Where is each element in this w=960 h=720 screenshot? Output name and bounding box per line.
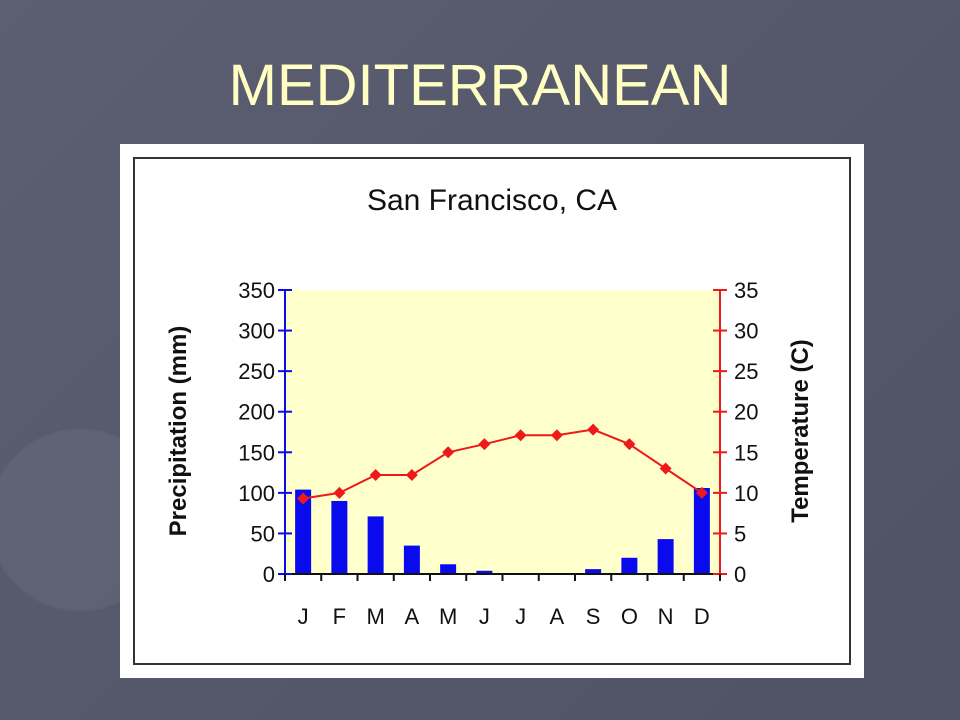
left-tick-label: 200	[238, 400, 275, 425]
temperature-point	[695, 486, 708, 499]
x-tick-label: O	[621, 604, 638, 629]
x-tick-label: M	[366, 604, 384, 629]
x-tick-label: N	[658, 604, 674, 629]
precipitation-bar	[440, 564, 457, 574]
plot-area	[285, 290, 720, 574]
precipitation-bar	[657, 539, 674, 574]
chart-title: San Francisco, CA	[367, 184, 617, 217]
temperature-line	[302, 428, 703, 500]
x-tick-label: S	[586, 604, 601, 629]
left-tick-label: 250	[238, 359, 275, 384]
chart-svg: San Francisco, CA 050100150200250300350 …	[133, 157, 851, 665]
y-axis-title: Precipitation (mm)	[165, 326, 192, 537]
left-tick-labels: 0 50 100 150 200 250 300 350	[238, 278, 275, 587]
right-tick-label: 35	[734, 278, 758, 303]
precipitation-bar	[476, 570, 493, 574]
precipitation-bar	[367, 516, 384, 574]
temperature-point	[514, 429, 527, 442]
temperature-point	[442, 446, 455, 459]
precipitation-bar	[693, 487, 710, 574]
right-tick-label: 30	[734, 319, 758, 344]
x-tick-label: M	[439, 604, 457, 629]
temperature-point	[587, 423, 600, 436]
x-tick-label: J	[298, 604, 309, 629]
temperature-point	[478, 438, 491, 451]
x-tick-label: J	[515, 604, 526, 629]
left-tick-label: 300	[238, 319, 275, 344]
left-tick-label: 100	[238, 481, 275, 506]
x-tick-label: F	[333, 604, 346, 629]
left-tick-label: 0	[263, 562, 275, 587]
right-tick-label: 25	[734, 359, 758, 384]
right-tick-label: 5	[734, 521, 746, 546]
precipitation-bars	[295, 487, 710, 574]
chart-axes	[278, 289, 727, 581]
temperature-point	[369, 469, 382, 482]
temperature-point	[623, 438, 636, 451]
x-tick-label: J	[479, 604, 490, 629]
precipitation-bar	[295, 489, 312, 574]
precipitation-bar	[621, 557, 638, 574]
temperature-point	[659, 462, 672, 475]
left-tick-label: 150	[238, 440, 275, 465]
right-tick-label: 15	[734, 440, 758, 465]
climate-chart: San Francisco, CA 0 50 100 150 200 250 300 350 …	[120, 144, 864, 678]
right-tick-label: 10	[734, 481, 758, 506]
right-tick-label: 0	[734, 562, 746, 587]
left-tick-label: 350	[238, 278, 275, 303]
precipitation-bar	[403, 545, 420, 574]
right-tick-labels: 0 5 10 15 20 25 30 35	[734, 278, 758, 587]
temperature-point	[297, 492, 310, 505]
slide-title: MEDITERRANEAN	[228, 53, 732, 118]
y2-axis-title: Temperature (C)	[787, 339, 814, 523]
precipitation-bar	[331, 500, 348, 574]
left-tick-label: 50	[251, 521, 275, 546]
temperature-point	[333, 486, 346, 499]
x-tick-label: D	[694, 604, 710, 629]
x-tick-label: A	[550, 604, 565, 629]
right-tick-label: 20	[734, 400, 758, 425]
temperature-series	[297, 423, 708, 505]
temperature-point	[550, 429, 563, 442]
precipitation-bar	[585, 569, 602, 574]
temperature-point	[405, 469, 418, 482]
x-tick-label: A	[405, 604, 420, 629]
